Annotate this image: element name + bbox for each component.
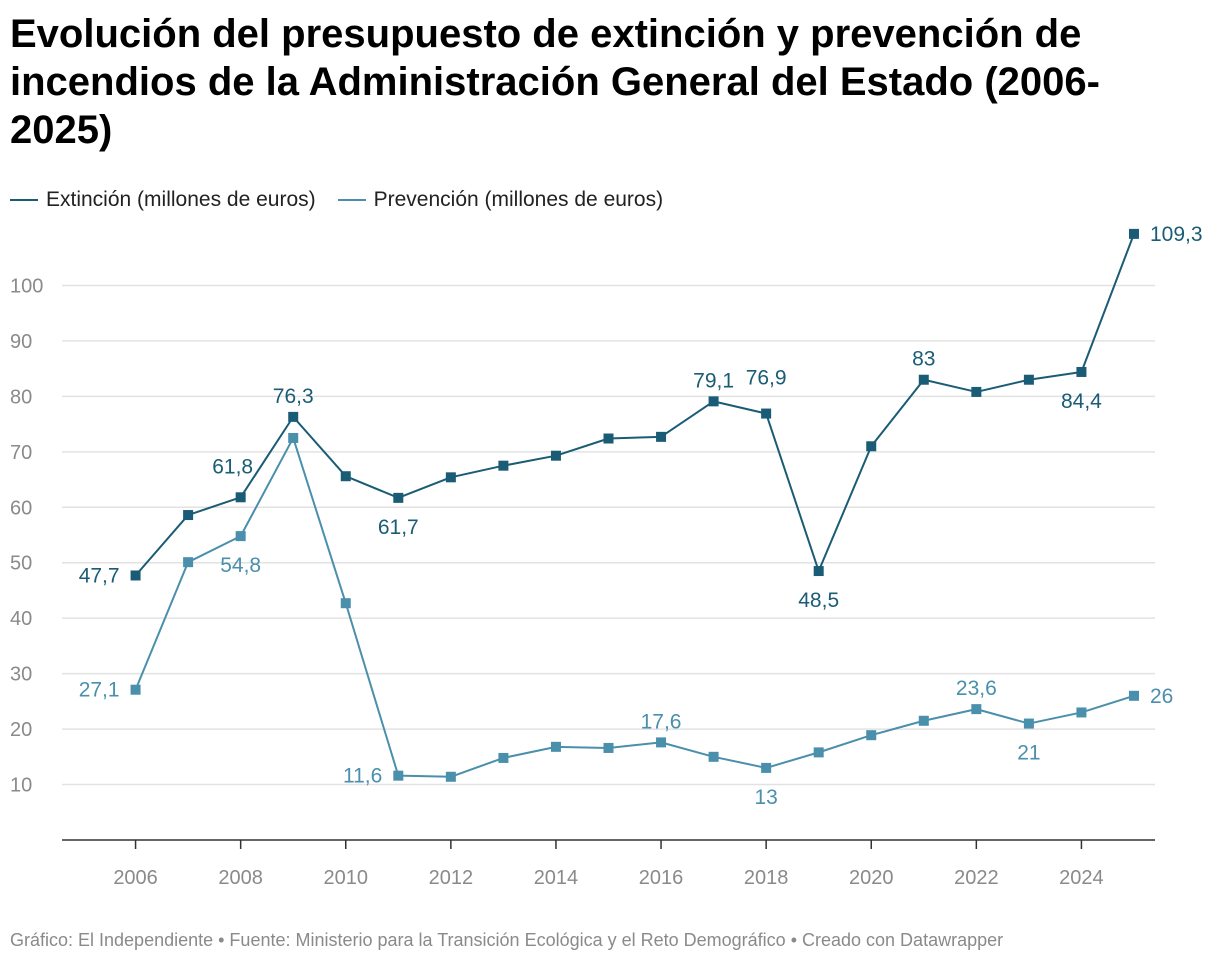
point-extincion-2020 [866,441,877,452]
legend-item-prevencion: Prevención (millones de euros) [337,188,664,212]
legend: Extinción (millones de euros) Prevención… [10,186,685,214]
point-prevencion-2016 [656,737,667,748]
data-label-extincion-2017: 79,1 [693,369,734,392]
point-prevencion-2022 [971,704,982,715]
x-tick-label-2024: 2024 [1059,867,1104,889]
point-extincion-2021 [918,374,929,385]
point-extincion-2019 [813,566,824,577]
chart-title: Evolución del presupuesto de extinción y… [10,12,1100,152]
point-prevencion-2009 [288,432,299,443]
point-extincion-2024 [1076,366,1087,377]
y-tick-label-20: 20 [10,719,32,741]
point-prevencion-2014 [550,741,561,752]
data-label-prevencion-2025: 26 [1150,685,1173,708]
footer-credits: Gráfico: El Independiente • Fuente: Mini… [10,930,1004,950]
point-extincion-2017 [708,396,719,407]
series-layer [130,228,1139,782]
point-prevencion-2007 [183,557,194,568]
data-label-prevencion-2008: 54,8 [220,554,261,577]
x-tick-label-2010: 2010 [324,867,369,889]
point-prevencion-2023 [1023,718,1034,729]
point-extincion-2009 [288,411,299,422]
point-prevencion-2010 [340,598,351,609]
y-tick-label-50: 50 [10,553,32,575]
y-tick-label-40: 40 [10,608,32,630]
y-tick-label-70: 70 [10,442,32,464]
x-tick-label-2008: 2008 [218,867,263,889]
data-label-extincion-2021: 83 [912,348,935,371]
data-label-extincion-2024: 84,4 [1061,390,1102,413]
point-extincion-2006 [130,570,141,581]
point-prevencion-2012 [445,771,456,782]
y-tick-label-10: 10 [10,775,32,797]
point-extincion-2012 [445,472,456,483]
data-label-prevencion-2011: 11,6 [343,765,382,788]
point-prevencion-2013 [498,752,509,763]
series-line-extincion [134,233,1135,577]
point-prevencion-2018 [761,762,772,773]
y-axis: 10 20 30 40 50 60 70 80 90 100 [10,275,43,796]
data-label-extincion-2009: 76,3 [273,385,314,408]
y-tick-label-60: 60 [10,497,32,519]
x-axis: 2006 2008 2010 2012 2014 2016 2018 2020 2022 2024 [62,839,1155,889]
x-tick-label-2022: 2022 [954,867,999,889]
x-tick-label-2020: 2020 [849,867,894,889]
x-tick-label-2018: 2018 [744,867,789,889]
series-line-prevencion [134,436,1135,778]
data-label-extincion-2018: 76,9 [746,367,787,390]
y-tick-label-100: 100 [10,275,43,297]
y-tick-label-80: 80 [10,386,32,408]
point-prevencion-2024 [1076,707,1087,718]
x-tick-label-2012: 2012 [429,867,474,889]
point-extincion-2007 [183,510,194,521]
point-prevencion-2011 [393,770,404,781]
point-prevencion-2015 [603,742,614,753]
data-label-extincion-2011: 61,7 [378,516,419,539]
x-tick-label-2016: 2016 [639,867,684,889]
point-extincion-2013 [498,460,509,471]
point-prevencion-2021 [918,715,929,726]
y-tick-label-90: 90 [10,331,32,353]
point-extincion-2016 [656,431,667,442]
data-label-extincion-2008: 61,8 [212,455,253,478]
point-extincion-2011 [393,492,404,503]
point-prevencion-2008 [235,531,246,542]
legend-swatch-prevencion [337,199,366,201]
legend-label-prevencion: Prevención (millones de euros) [373,188,664,211]
data-label-prevencion-2023: 21 [1017,742,1040,765]
data-label-prevencion-2006: 27,1 [79,679,120,702]
point-prevencion-2006 [130,684,141,695]
point-extincion-2023 [1023,374,1034,385]
point-extincion-2015 [603,433,614,444]
data-label-prevencion-2022: 23,6 [956,677,997,700]
point-prevencion-2019 [813,747,824,758]
grid [62,284,1155,786]
legend-label-extincion: Extinción (millones de euros) [46,188,316,211]
legend-swatch-extincion [10,199,38,201]
point-prevencion-2025 [1128,690,1139,701]
data-label-extincion-2006: 47,7 [79,564,120,587]
point-extincion-2022 [971,386,982,397]
data-label-prevencion-2018: 13 [754,786,777,809]
point-extincion-2010 [340,471,351,482]
point-prevencion-2017 [708,751,719,762]
data-label-extincion-2025: 109,3 [1150,223,1203,246]
data-label-prevencion-2016: 17,6 [641,710,682,733]
x-tick-label-2014: 2014 [534,867,579,889]
point-extincion-2018 [761,408,772,419]
x-tick-label-2006: 2006 [113,867,158,889]
point-prevencion-2020 [866,730,877,741]
point-extincion-2025 [1128,228,1139,239]
point-extincion-2008 [235,492,246,503]
data-labels: 47,7 61,8 76,3 61,7 79,1 76,9 48,5 83 84,4 109,3 2… [79,223,1203,809]
y-tick-label-30: 30 [10,664,32,686]
legend-item-extincion: Extinción (millones de euros) [10,188,316,212]
data-label-extincion-2019: 48,5 [798,589,839,612]
point-extincion-2014 [550,450,561,461]
